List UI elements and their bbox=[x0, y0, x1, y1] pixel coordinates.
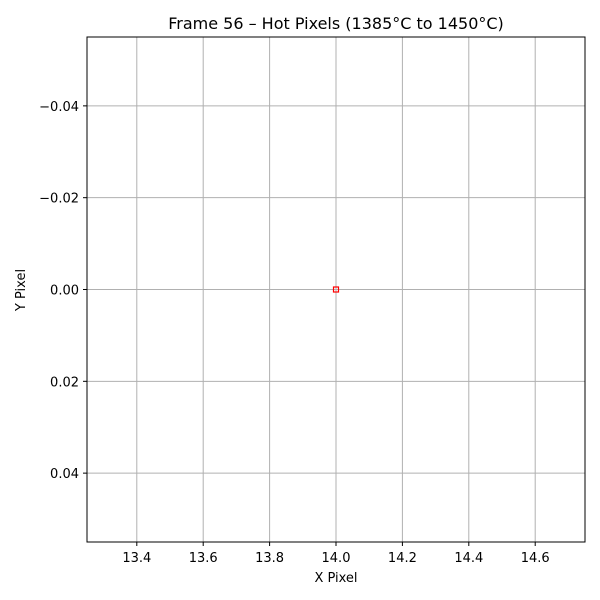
x-tick-label: 13.8 bbox=[255, 551, 284, 566]
hot-pixel-point bbox=[332, 286, 340, 293]
y-tick-label: 0.02 bbox=[50, 375, 79, 390]
x-tick-label: 13.6 bbox=[189, 551, 218, 566]
y-tick-label: 0.00 bbox=[50, 284, 79, 299]
y-axis-label: Y Pixel bbox=[14, 269, 29, 312]
grid bbox=[87, 37, 585, 542]
x-axis-ticks: 13.4 13.6 13.8 14.0 14.2 14.4 14.6 bbox=[122, 542, 550, 566]
data-points bbox=[332, 286, 340, 293]
x-tick-label: 14.0 bbox=[322, 551, 351, 566]
x-tick-label: 13.4 bbox=[122, 551, 151, 566]
y-tick-label: 0.04 bbox=[50, 467, 79, 482]
y-tick-label: −0.02 bbox=[39, 192, 79, 207]
y-tick-label: −0.04 bbox=[39, 100, 79, 115]
y-axis-ticks: −0.04 −0.02 0.00 0.02 0.04 bbox=[39, 100, 87, 482]
x-axis-label: X Pixel bbox=[314, 571, 357, 586]
chart-title: Frame 56 – Hot Pixels (1385°C to 1450°C) bbox=[168, 14, 504, 33]
x-tick-label: 14.6 bbox=[521, 551, 550, 566]
x-tick-label: 14.4 bbox=[454, 551, 483, 566]
x-tick-label: 14.2 bbox=[388, 551, 417, 566]
